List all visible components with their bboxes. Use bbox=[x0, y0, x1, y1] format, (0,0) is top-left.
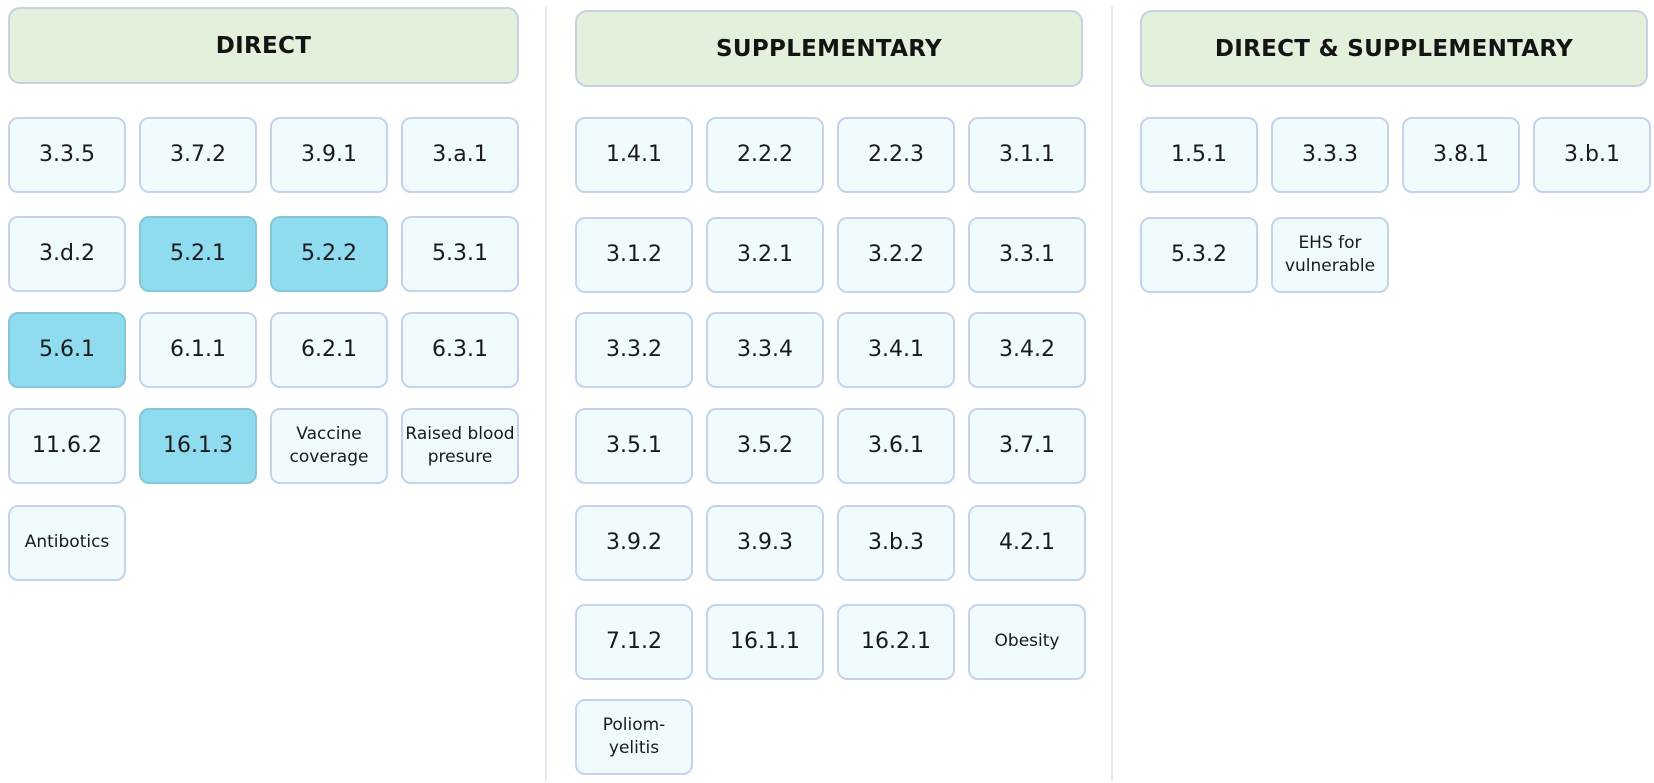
indicator-3-3-5: 3.3.5 bbox=[8, 117, 126, 193]
indicator-3-9-3: 3.9.3 bbox=[706, 505, 824, 581]
indicator-16-1-3: 16.1.3 bbox=[139, 408, 257, 484]
indicator-5-3-1: 5.3.1 bbox=[401, 216, 519, 292]
indicator-3-8-1: 3.8.1 bbox=[1402, 117, 1520, 193]
indicator-11-6-2: 11.6.2 bbox=[8, 408, 126, 484]
indicator-3-4-1: 3.4.1 bbox=[837, 312, 955, 388]
indicator-1-4-1: 1.4.1 bbox=[575, 117, 693, 193]
direct-header: DIRECT bbox=[8, 7, 519, 84]
indicator-2-2-2: 2.2.2 bbox=[706, 117, 824, 193]
indicator-6-1-1: 6.1.1 bbox=[139, 312, 257, 388]
indicator-5-3-2: 5.3.2 bbox=[1140, 217, 1258, 293]
column-divider-1 bbox=[545, 6, 547, 781]
indicator-7-1-2: 7.1.2 bbox=[575, 604, 693, 680]
indicator-1-5-1: 1.5.1 bbox=[1140, 117, 1258, 193]
indicator-6-2-1: 6.2.1 bbox=[270, 312, 388, 388]
indicator-2-2-3: 2.2.3 bbox=[837, 117, 955, 193]
indicator-3-5-1: 3.5.1 bbox=[575, 408, 693, 484]
indicator-3-b-1: 3.b.1 bbox=[1533, 117, 1651, 193]
indicator-3-2-1: 3.2.1 bbox=[706, 217, 824, 293]
indicator-3-4-2: 3.4.2 bbox=[968, 312, 1086, 388]
indicator-3-1-1: 3.1.1 bbox=[968, 117, 1086, 193]
indicator-16-1-1: 16.1.1 bbox=[706, 604, 824, 680]
indicator-3-9-1: 3.9.1 bbox=[270, 117, 388, 193]
indicator-poliom-yelitis: Poliom-yelitis bbox=[575, 699, 693, 775]
indicator-3-3-4: 3.3.4 bbox=[706, 312, 824, 388]
direct-and-supplementary-header: DIRECT & SUPPLEMENTARY bbox=[1140, 10, 1648, 87]
indicator-obesity: Obesity bbox=[968, 604, 1086, 680]
indicator-3-9-2: 3.9.2 bbox=[575, 505, 693, 581]
indicator-antibotics: Antibotics bbox=[8, 505, 126, 581]
indicator-4-2-1: 4.2.1 bbox=[968, 505, 1086, 581]
column-divider-2 bbox=[1111, 6, 1113, 781]
indicator-3-d-2: 3.d.2 bbox=[8, 216, 126, 292]
supplementary-header: SUPPLEMENTARY bbox=[575, 10, 1083, 87]
indicator-raised-blood-presure: Raised blood presure bbox=[401, 408, 519, 484]
indicator-16-2-1: 16.2.1 bbox=[837, 604, 955, 680]
indicator-5-2-1: 5.2.1 bbox=[139, 216, 257, 292]
indicator-3-2-2: 3.2.2 bbox=[837, 217, 955, 293]
indicator-3-b-3: 3.b.3 bbox=[837, 505, 955, 581]
indicator-3-3-3: 3.3.3 bbox=[1271, 117, 1389, 193]
indicator-5-2-2: 5.2.2 bbox=[270, 216, 388, 292]
indicator-3-7-2: 3.7.2 bbox=[139, 117, 257, 193]
indicator-3-a-1: 3.a.1 bbox=[401, 117, 519, 193]
indicator-3-5-2: 3.5.2 bbox=[706, 408, 824, 484]
indicator-6-3-1: 6.3.1 bbox=[401, 312, 519, 388]
indicator-3-6-1: 3.6.1 bbox=[837, 408, 955, 484]
indicator-3-3-1: 3.3.1 bbox=[968, 217, 1086, 293]
indicator-ehs-for-vulnerable: EHS for vulnerable bbox=[1271, 217, 1389, 293]
indicator-vaccine-coverage: Vaccine coverage bbox=[270, 408, 388, 484]
indicator-5-6-1: 5.6.1 bbox=[8, 312, 126, 388]
indicator-3-1-2: 3.1.2 bbox=[575, 217, 693, 293]
indicator-3-7-1: 3.7.1 bbox=[968, 408, 1086, 484]
indicator-3-3-2: 3.3.2 bbox=[575, 312, 693, 388]
